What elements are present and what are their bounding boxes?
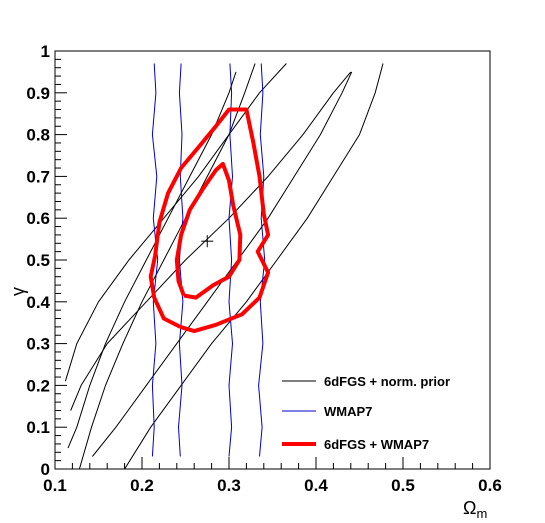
x-tick-label: 0.2 xyxy=(130,476,154,495)
y-tick-label: 0.3 xyxy=(26,335,50,354)
y-tick-label: 0.4 xyxy=(26,293,50,312)
plot-frame xyxy=(54,50,491,470)
y-tick-label: 0.2 xyxy=(26,376,50,395)
contour-wmap7-1 xyxy=(151,63,159,457)
x-tick-label: 0.6 xyxy=(478,476,502,495)
x-tick-label: 0.3 xyxy=(217,476,241,495)
contour-6dfgs-wmap7-1 xyxy=(148,107,271,334)
contour-6dfgs-norm-prior-1 xyxy=(78,63,256,469)
legend-label-6dfgs-norm-prior: 6dFGS + norm. prior xyxy=(324,374,450,389)
marker-layer xyxy=(201,235,214,248)
contour-6dfgs-wmap7-2 xyxy=(174,161,243,300)
contour-6dfgs-norm-prior-6 xyxy=(124,63,384,469)
contour-wmap7-4 xyxy=(258,63,266,457)
y-axis: 0 0.1 0.2 0.3 0.4 0.5 0.6 0.7 0.8 0.9 1 xyxy=(26,42,67,479)
legend-label-wmap7: WMAP7 xyxy=(324,404,372,419)
y-tick-label: 0.1 xyxy=(26,418,50,437)
legend-label-6dfgs-wmap7: 6dFGS + WMAP7 xyxy=(324,437,429,452)
x-tick-label: 0.4 xyxy=(304,476,328,495)
y-tick-label: 0.6 xyxy=(26,209,50,228)
x-tick-label: 0.5 xyxy=(391,476,415,495)
x-tick-label: 0.1 xyxy=(43,476,67,495)
series-layer xyxy=(64,63,384,469)
x-axis-title-subscript: m xyxy=(476,506,487,521)
contour-6dfgs-norm-prior-2 xyxy=(67,71,237,449)
y-axis-title: γ xyxy=(8,287,28,296)
y-tick-label: 0.8 xyxy=(26,126,50,145)
x-axis: 0.1 0.2 0.3 0.4 0.5 0.6 xyxy=(43,457,502,495)
contour-6dfgs-norm-prior-3 xyxy=(92,71,353,457)
y-tick-label: 0.5 xyxy=(26,251,50,270)
y-tick-label: 0 xyxy=(41,460,50,479)
x-axis-title: Ωm xyxy=(463,498,487,521)
legend: 6dFGS + norm. prior WMAP7 6dFGS + WMAP7 xyxy=(282,374,450,452)
contour-wmap7-2 xyxy=(178,63,184,457)
contour-wmap7-3 xyxy=(228,63,233,457)
y-tick-label: 1 xyxy=(41,42,50,61)
y-tick-label: 0.7 xyxy=(26,167,50,186)
contour-6dfgs-norm-prior-5 xyxy=(64,63,287,382)
y-tick-label: 0.9 xyxy=(26,84,50,103)
